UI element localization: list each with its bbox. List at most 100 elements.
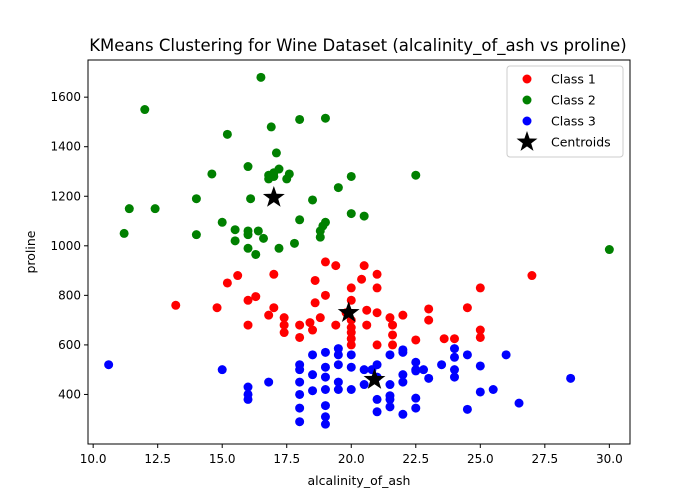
data-point-class-3	[320, 347, 330, 357]
y-tick-label: 1200	[50, 189, 81, 203]
data-point-class-3	[372, 407, 382, 417]
data-point-class-3	[308, 386, 318, 396]
data-point-class-2	[271, 148, 281, 158]
data-point-class-3	[462, 350, 472, 360]
data-point-class-2	[295, 215, 305, 225]
data-point-class-3	[398, 347, 408, 357]
data-point-class-3	[217, 365, 227, 375]
data-point-class-3	[449, 365, 459, 375]
data-point-class-1	[388, 330, 398, 340]
data-point-class-3	[295, 417, 305, 427]
legend: Class 1 Class 2 Class 3 Centroids	[506, 65, 624, 158]
data-point-class-1	[308, 325, 318, 335]
data-point-class-3	[449, 352, 459, 362]
legend-class-3-marker	[522, 116, 532, 126]
data-point-class-3	[411, 357, 421, 367]
y-tick-label: 600	[58, 338, 81, 352]
centroid-marker	[337, 301, 360, 322]
data-point-class-1	[279, 328, 289, 338]
data-point-class-1	[269, 269, 279, 279]
data-point-class-3	[411, 366, 421, 376]
data-point-class-3	[449, 372, 459, 382]
data-point-class-3	[295, 377, 305, 387]
data-point-class-1	[372, 269, 382, 279]
x-tick-label: 17.5	[273, 452, 300, 466]
centroid-marker	[262, 186, 285, 207]
data-point-class-2	[243, 162, 253, 172]
legend-label: Centroids	[551, 135, 611, 150]
data-point-class-3	[346, 350, 356, 360]
y-tick-label: 1600	[50, 90, 81, 104]
data-point-class-1	[527, 271, 537, 281]
data-point-class-1	[475, 325, 485, 335]
data-point-class-2	[274, 243, 284, 253]
data-point-class-1	[310, 298, 320, 308]
data-point-class-2	[320, 113, 330, 123]
data-point-class-3	[243, 382, 253, 392]
data-point-class-1	[357, 274, 367, 284]
data-point-class-1	[372, 283, 382, 293]
data-point-class-1	[462, 303, 472, 313]
data-point-class-1	[222, 278, 232, 288]
data-point-class-2	[320, 217, 330, 227]
plot-frame	[87, 59, 631, 445]
legend-label: Class 3	[551, 114, 596, 129]
data-point-class-1	[279, 320, 289, 330]
data-point-class-2	[119, 228, 129, 238]
data-point-class-2	[411, 170, 421, 180]
data-point-class-2	[269, 171, 279, 181]
y-tick-label: 400	[58, 387, 81, 401]
data-point-class-1	[424, 304, 434, 314]
data-point-class-1	[346, 334, 356, 344]
data-point-class-3	[449, 344, 459, 354]
data-point-class-2	[140, 105, 150, 115]
data-point-class-1	[449, 334, 459, 344]
data-point-class-2	[315, 232, 325, 242]
data-point-class-2	[230, 236, 240, 246]
data-point-class-1	[346, 283, 356, 293]
data-point-class-2	[359, 211, 369, 221]
data-point-class-3	[320, 419, 330, 429]
data-point-class-3	[320, 372, 330, 382]
data-point-class-3	[346, 362, 356, 372]
data-point-class-3	[333, 360, 343, 370]
legend-label: Class 2	[551, 93, 596, 108]
data-point-class-1	[305, 318, 315, 328]
data-point-class-3	[333, 384, 343, 394]
plot-area	[104, 72, 614, 429]
data-point-class-1	[212, 303, 222, 313]
data-point-class-3	[308, 350, 318, 360]
data-point-class-3	[424, 373, 434, 383]
data-point-class-3	[385, 402, 395, 412]
data-point-class-3	[243, 394, 253, 404]
data-point-class-3	[411, 403, 421, 413]
x-tick-label: 30.0	[596, 452, 623, 466]
data-point-class-2	[346, 209, 356, 219]
data-point-class-2	[217, 217, 227, 227]
data-point-class-3	[501, 350, 511, 360]
data-point-class-1	[269, 303, 279, 313]
x-axis-label: alcalinity_of_ash	[308, 473, 411, 488]
data-point-class-2	[333, 183, 343, 193]
data-point-class-1	[475, 332, 485, 342]
legend-class-1-marker	[522, 74, 532, 84]
data-point-class-2	[222, 129, 232, 139]
data-point-class-3	[372, 394, 382, 404]
data-point-class-1	[295, 320, 305, 330]
data-point-class-1	[411, 335, 421, 345]
data-point-class-2	[289, 238, 299, 248]
data-point-class-2	[150, 204, 160, 214]
data-point-class-2	[346, 171, 356, 181]
data-point-class-3	[566, 373, 576, 383]
data-point-class-2	[274, 164, 284, 174]
data-point-class-3	[475, 361, 485, 371]
data-point-class-1	[362, 320, 372, 330]
data-point-class-3	[462, 404, 472, 414]
data-point-class-2	[207, 169, 217, 179]
data-point-class-1	[398, 310, 408, 320]
data-point-class-3	[295, 389, 305, 399]
data-point-class-1	[372, 308, 382, 318]
data-point-class-2	[191, 194, 201, 204]
data-point-class-3	[320, 384, 330, 394]
data-point-class-1	[372, 340, 382, 350]
